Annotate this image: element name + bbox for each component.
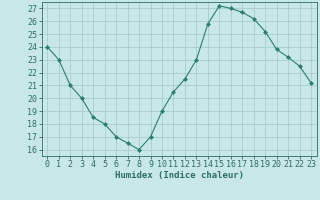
X-axis label: Humidex (Indice chaleur): Humidex (Indice chaleur): [115, 171, 244, 180]
